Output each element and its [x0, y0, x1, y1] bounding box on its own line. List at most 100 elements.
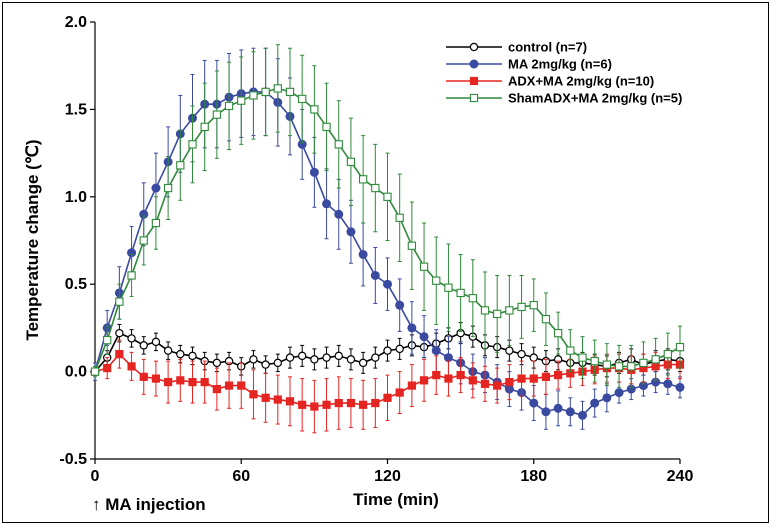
- data-point: [224, 381, 234, 390]
- data-point: [517, 349, 526, 359]
- data-point: [505, 306, 514, 315]
- data-point: [431, 346, 441, 356]
- data-point: [432, 276, 441, 285]
- data-point: [505, 346, 514, 355]
- data-point: [469, 59, 479, 69]
- data-point: [151, 218, 161, 228]
- data-point: [90, 367, 100, 376]
- data-point: [468, 294, 477, 303]
- data-point: [407, 381, 416, 390]
- data-point: [419, 376, 429, 385]
- data-point: [468, 376, 477, 385]
- legend-label: control (n=7): [508, 40, 587, 55]
- data-point: [334, 209, 344, 219]
- data-point: [383, 346, 392, 355]
- data-point: [310, 402, 319, 411]
- y-tick-label: 2.0: [65, 14, 87, 31]
- data-point: [371, 353, 380, 362]
- data-point: [529, 353, 538, 362]
- data-point: [261, 87, 270, 97]
- data-point: [164, 377, 173, 387]
- data-point: [456, 288, 465, 298]
- data-point: [517, 302, 526, 312]
- data-point: [346, 355, 356, 364]
- injection-annotation: ↑ MA injection: [92, 495, 206, 514]
- data-point: [651, 355, 660, 364]
- data-point: [602, 393, 612, 403]
- data-point: [553, 328, 563, 338]
- y-tick-label: 0.5: [65, 276, 87, 293]
- data-point: [127, 271, 136, 280]
- data-point: [529, 374, 538, 383]
- data-point: [322, 122, 331, 132]
- y-axis-title: Temperature change (℃): [23, 139, 42, 340]
- data-point: [103, 335, 112, 345]
- data-point: [103, 364, 112, 373]
- x-tick-label: 180: [520, 468, 547, 485]
- data-point: [139, 341, 148, 350]
- data-point: [115, 328, 124, 338]
- data-point: [127, 334, 136, 343]
- data-point: [298, 94, 307, 104]
- x-tick-label: 240: [667, 468, 694, 485]
- data-point: [469, 76, 479, 86]
- data-point: [383, 279, 392, 289]
- data-point: [553, 403, 563, 413]
- data-point: [614, 362, 624, 371]
- legend-label: ShamADX+MA 2mg/kg (n=5): [508, 91, 682, 106]
- data-point: [139, 236, 148, 245]
- x-tick-label: 60: [232, 468, 250, 485]
- x-tick-label: 0: [91, 468, 100, 485]
- data-point: [444, 283, 453, 292]
- data-point: [395, 300, 405, 310]
- data-point: [200, 377, 209, 387]
- data-point: [395, 388, 404, 397]
- data-point: [480, 306, 490, 315]
- data-point: [541, 372, 551, 381]
- data-point: [663, 379, 673, 389]
- data-point: [212, 358, 222, 368]
- data-point: [334, 398, 343, 408]
- data-point: [322, 353, 331, 362]
- data-point: [285, 397, 295, 406]
- data-point: [444, 374, 453, 383]
- data-point: [188, 377, 197, 387]
- data-point: [237, 381, 246, 390]
- data-point: [371, 398, 380, 408]
- data-point: [419, 332, 429, 342]
- data-point: [176, 349, 185, 359]
- data-point: [469, 93, 479, 103]
- data-point: [395, 344, 404, 354]
- data-point: [334, 140, 343, 149]
- x-axis-title: Time (min): [353, 490, 439, 509]
- data-point: [541, 315, 551, 324]
- data-point: [529, 398, 539, 408]
- data-point: [493, 309, 502, 319]
- data-point: [176, 376, 185, 385]
- data-point: [249, 390, 258, 399]
- data-point: [261, 393, 270, 402]
- data-point: [358, 249, 368, 259]
- data-point: [541, 407, 551, 417]
- data-point: [566, 346, 575, 355]
- data-point: [370, 270, 380, 280]
- data-point: [322, 199, 332, 209]
- data-point: [590, 356, 599, 366]
- data-point: [578, 353, 587, 362]
- data-point: [675, 342, 685, 352]
- data-point: [443, 353, 453, 363]
- y-ticks: -0.5 0.0 0.5 1.0 1.5 2.0: [59, 14, 95, 468]
- data-point: [115, 297, 124, 306]
- data-point: [639, 358, 648, 368]
- data-point: [614, 388, 624, 398]
- y-tick-label: 0.0: [65, 364, 87, 381]
- data-point: [188, 351, 197, 361]
- data-point: [273, 358, 283, 368]
- data-point: [310, 355, 319, 364]
- y-tick-label: -0.5: [59, 451, 87, 468]
- data-point: [151, 337, 161, 347]
- data-point: [188, 140, 197, 149]
- data-point: [578, 410, 587, 420]
